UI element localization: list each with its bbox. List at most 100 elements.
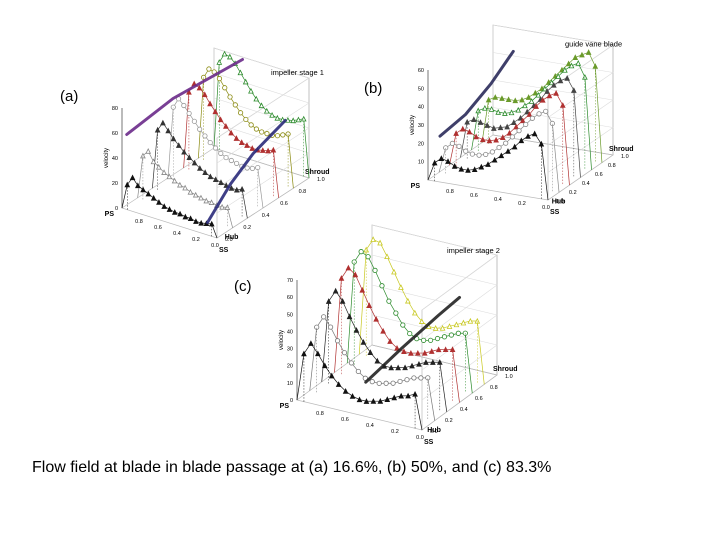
y-tick-label: 0.8 bbox=[299, 189, 307, 195]
data-point bbox=[134, 182, 141, 189]
data-point bbox=[208, 199, 215, 205]
data-point bbox=[150, 194, 157, 201]
hub-label: Hub bbox=[552, 198, 566, 205]
data-point bbox=[519, 117, 526, 124]
data-point bbox=[544, 88, 551, 94]
data-point bbox=[471, 166, 478, 173]
data-point bbox=[525, 94, 532, 100]
data-point bbox=[387, 338, 393, 344]
data-point bbox=[234, 160, 240, 167]
data-point bbox=[449, 140, 455, 147]
data-point bbox=[513, 123, 519, 130]
data-point bbox=[423, 359, 429, 365]
data-point bbox=[228, 157, 234, 164]
data-point bbox=[365, 254, 371, 260]
data-point bbox=[140, 186, 146, 193]
data-point bbox=[504, 123, 511, 130]
z-tick-label: 50 bbox=[287, 312, 293, 318]
data-point bbox=[448, 332, 455, 338]
data-point bbox=[370, 236, 376, 242]
y-tick-label: 0.4 bbox=[582, 181, 590, 187]
z-tick-label: 60 bbox=[418, 68, 424, 74]
data-point bbox=[182, 213, 189, 220]
data-point bbox=[451, 163, 458, 169]
data-point bbox=[459, 125, 466, 132]
z-tick-label: 60 bbox=[112, 131, 118, 137]
data-point bbox=[339, 298, 346, 304]
data-point bbox=[223, 154, 229, 161]
series-0 bbox=[481, 49, 603, 163]
data-point bbox=[490, 125, 497, 131]
data-point bbox=[508, 109, 515, 116]
grid-line bbox=[492, 24, 614, 91]
data-point bbox=[390, 380, 396, 386]
data-point bbox=[412, 390, 418, 397]
data-point bbox=[425, 375, 431, 381]
data-point bbox=[161, 169, 167, 175]
data-point bbox=[485, 161, 491, 167]
panel-label-a: (a) bbox=[60, 88, 79, 105]
data-point bbox=[517, 114, 524, 121]
data-point bbox=[523, 121, 529, 128]
data-point bbox=[362, 375, 368, 381]
data-point bbox=[582, 73, 588, 80]
data-point bbox=[207, 139, 213, 146]
data-point bbox=[404, 377, 410, 383]
chart-title: guide vane blade bbox=[565, 40, 622, 49]
data-point bbox=[418, 318, 425, 324]
data-point bbox=[232, 102, 238, 108]
data-point bbox=[470, 116, 477, 122]
z-tick-label: 20 bbox=[112, 181, 118, 187]
data-point bbox=[237, 110, 244, 116]
series-3 bbox=[449, 90, 570, 186]
data-point bbox=[532, 89, 539, 96]
grid-line bbox=[371, 314, 498, 401]
data-point bbox=[524, 108, 531, 115]
y-tick-label: 0.2 bbox=[445, 418, 453, 424]
shroud-label: Shroud bbox=[609, 146, 634, 153]
data-point bbox=[427, 337, 434, 343]
data-point bbox=[238, 139, 245, 145]
z-tick-label: 30 bbox=[287, 347, 293, 353]
data-point bbox=[421, 349, 428, 356]
data-point bbox=[506, 129, 513, 136]
x-tick-label: 0.4 bbox=[494, 197, 502, 203]
data-point bbox=[191, 118, 197, 124]
data-point bbox=[405, 297, 411, 304]
data-point bbox=[460, 319, 467, 326]
z-axis-label: velocity bbox=[104, 148, 110, 168]
data-point bbox=[491, 156, 498, 163]
data-point bbox=[483, 151, 489, 158]
x-tick-label: 0.4 bbox=[366, 423, 374, 429]
data-point bbox=[212, 108, 219, 115]
data-point bbox=[192, 191, 199, 198]
data-point bbox=[531, 130, 538, 137]
data-point bbox=[496, 144, 502, 151]
data-point bbox=[548, 79, 555, 86]
grid-line bbox=[371, 254, 498, 341]
x-tick-label: 0.2 bbox=[518, 201, 526, 207]
z-tick-label: 50 bbox=[418, 86, 424, 92]
data-point bbox=[539, 96, 546, 103]
y-tick-label: 0.4 bbox=[460, 407, 468, 413]
series-2 bbox=[334, 264, 460, 403]
y-tick-label: 0.2 bbox=[243, 225, 251, 231]
z-tick-label: 30 bbox=[418, 123, 424, 129]
data-point bbox=[579, 51, 585, 58]
data-point bbox=[477, 119, 484, 125]
data-point bbox=[187, 188, 194, 195]
data-point bbox=[469, 151, 475, 157]
data-point bbox=[166, 173, 173, 180]
data-point bbox=[488, 106, 495, 112]
ps-label: PS bbox=[105, 211, 115, 218]
data-point bbox=[401, 348, 407, 355]
data-point bbox=[249, 145, 256, 151]
data-point bbox=[345, 264, 352, 271]
data-point bbox=[196, 84, 203, 91]
data-point bbox=[165, 127, 172, 134]
y-tick-label: 1.0 bbox=[505, 374, 513, 380]
data-point bbox=[198, 194, 204, 201]
data-point bbox=[395, 364, 401, 371]
data-point bbox=[565, 60, 572, 67]
data-point bbox=[237, 69, 244, 76]
